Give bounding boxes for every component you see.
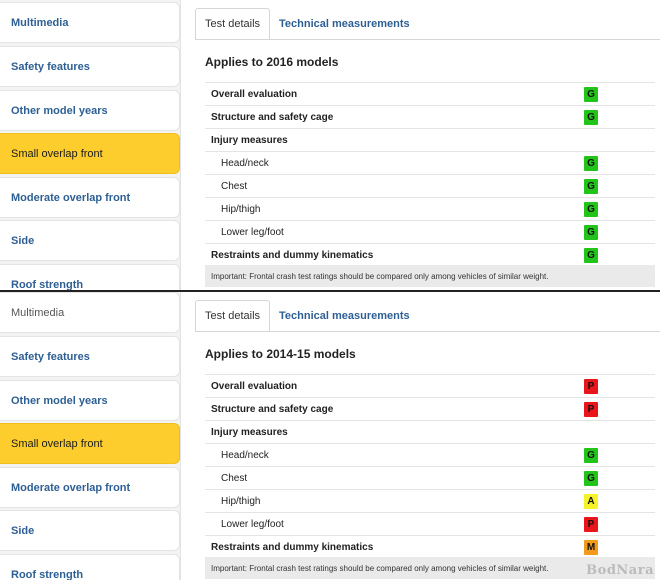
rating-label: Structure and safety cage [211, 403, 334, 415]
rating-label: Injury measures [211, 134, 288, 146]
rating-label: Head/neck [221, 157, 269, 169]
rating-row: Structure and safety cage G [205, 106, 655, 129]
rating-label: Chest [221, 472, 248, 484]
sidebar-item-small-overlap-front[interactable]: Small overlap front [0, 423, 180, 464]
rating-badge: P [584, 516, 598, 532]
rating-row: Hip/thigh G [205, 198, 655, 221]
rating-label: Restraints and dummy kinematics [211, 249, 374, 261]
tab-divider [195, 39, 660, 40]
sidebar-item-moderate-overlap-front[interactable]: Moderate overlap front [0, 467, 180, 508]
applies-heading: Applies to 2014-15 models [205, 347, 356, 361]
rating-badge: G [584, 201, 598, 217]
weight-note: Important: Frontal crash test ratings sh… [205, 265, 655, 287]
tab-test-details[interactable]: Test details [195, 8, 271, 40]
rating-badge: G [584, 224, 598, 240]
sidebar-item-multimedia[interactable]: Multimedia [0, 292, 180, 333]
rating-label: Structure and safety cage [211, 111, 334, 123]
sidebar-item-small-overlap-front[interactable]: Small overlap front [0, 133, 180, 174]
rating-badge: G [584, 178, 598, 194]
watermark-logo: BodNara [586, 563, 654, 578]
ratings-panel-2014-15: Multimedia Safety features Other model y… [0, 292, 660, 580]
rating-row: Chest G [205, 175, 655, 198]
sidebar-item-roof-strength[interactable]: Roof strength [0, 264, 180, 290]
rating-label: Chest [221, 180, 248, 192]
rating-row: Head/neck G [205, 152, 655, 175]
sidebar-item-multimedia[interactable]: Multimedia [0, 2, 180, 43]
tab-technical-measurements[interactable]: Technical measurements [279, 18, 410, 30]
sidebar-item-roof-strength[interactable]: Roof strength [0, 554, 180, 580]
ratings-table: Overall evaluation P Structure and safety … [205, 374, 655, 559]
rating-label: Lower leg/foot [221, 518, 284, 530]
rating-badge: P [584, 401, 598, 417]
content: Test details Technical measurements Appl… [195, 292, 660, 580]
applies-heading: Applies to 2016 models [205, 55, 339, 69]
weight-note: Important: Frontal crash test ratings sh… [205, 557, 655, 579]
rating-badge: G [584, 470, 598, 486]
sidebar-item-safety-features[interactable]: Safety features [0, 46, 180, 87]
rating-row: Overall evaluation G [205, 83, 655, 106]
rating-badge: G [584, 155, 598, 171]
rating-badge: G [584, 247, 598, 263]
rating-row: Head/neck G [205, 444, 655, 467]
rating-row: Injury measures [205, 129, 655, 152]
sidebar-item-other-model-years[interactable]: Other model years [0, 380, 180, 421]
rating-badge: G [584, 86, 598, 102]
rating-row: Hip/thigh A [205, 490, 655, 513]
rating-badge: G [584, 447, 598, 463]
rating-row: Injury measures [205, 421, 655, 444]
rating-badge: G [584, 109, 598, 125]
rating-badge: P [584, 378, 598, 394]
rating-row: Structure and safety cage P [205, 398, 655, 421]
sidebar-item-safety-features[interactable]: Safety features [0, 336, 180, 377]
sidebar-item-moderate-overlap-front[interactable]: Moderate overlap front [0, 177, 180, 218]
rating-label: Lower leg/foot [221, 226, 284, 238]
ratings-table: Overall evaluation G Structure and safety … [205, 82, 655, 267]
rating-row: Chest G [205, 467, 655, 490]
ratings-panel-2016: Multimedia Safety features Other model y… [0, 0, 660, 290]
rating-badge: A [584, 493, 598, 509]
panel-divider [0, 290, 660, 292]
sidebar-item-side[interactable]: Side [0, 510, 180, 551]
tab-divider [195, 331, 660, 332]
tab-bar: Test details Technical measurements [195, 8, 419, 40]
sidebar: Multimedia Safety features Other model y… [0, 292, 181, 580]
rating-label: Hip/thigh [221, 495, 261, 507]
rating-row: Lower leg/foot P [205, 513, 655, 536]
tab-test-details[interactable]: Test details [195, 300, 271, 332]
sidebar-item-other-model-years[interactable]: Other model years [0, 90, 180, 131]
rating-row: Restraints and dummy kinematics M [205, 536, 655, 559]
rating-label: Injury measures [211, 426, 288, 438]
rating-row: Overall evaluation P [205, 375, 655, 398]
rating-row: Restraints and dummy kinematics G [205, 244, 655, 267]
tab-bar: Test details Technical measurements [195, 300, 419, 332]
rating-label: Overall evaluation [211, 88, 298, 100]
rating-label: Head/neck [221, 449, 269, 461]
sidebar: Multimedia Safety features Other model y… [0, 0, 181, 290]
rating-label: Overall evaluation [211, 380, 298, 392]
content: Test details Technical measurements Appl… [195, 0, 660, 290]
rating-badge: M [584, 539, 598, 555]
tab-technical-measurements[interactable]: Technical measurements [279, 310, 410, 322]
sidebar-item-side[interactable]: Side [0, 220, 180, 261]
rating-label: Hip/thigh [221, 203, 261, 215]
rating-label: Restraints and dummy kinematics [211, 541, 374, 553]
rating-row: Lower leg/foot G [205, 221, 655, 244]
